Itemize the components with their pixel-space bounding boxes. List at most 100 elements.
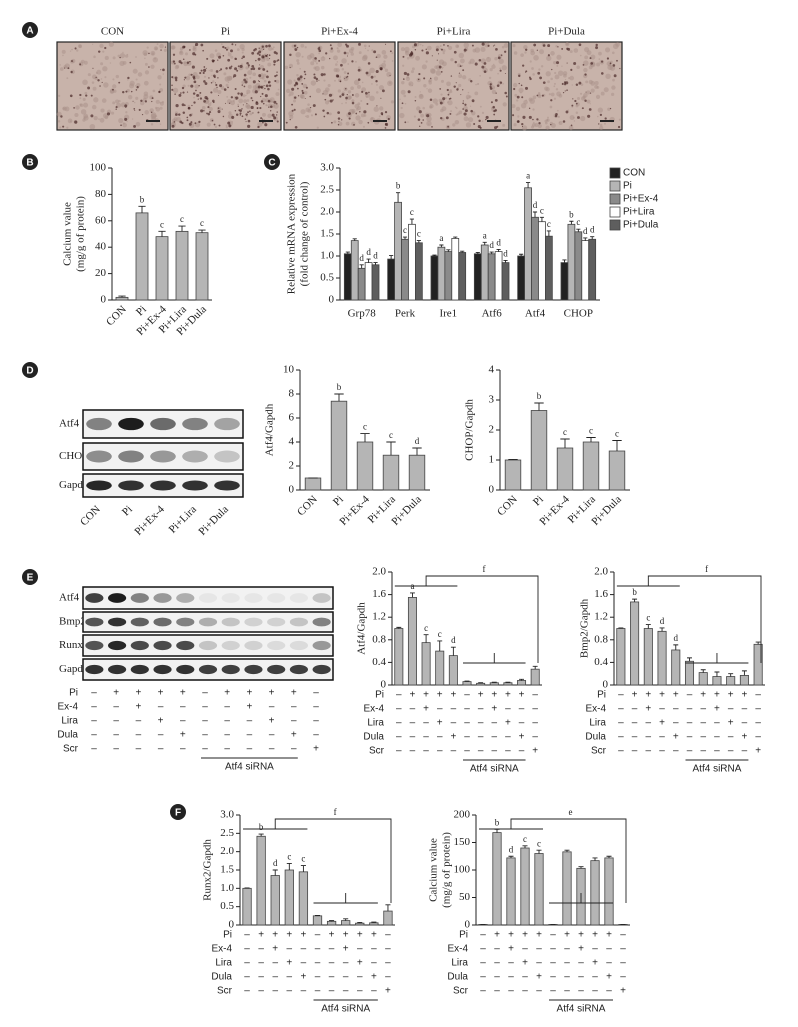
y-tick-label: 0: [603, 679, 609, 691]
texture: [537, 92, 541, 95]
stain-dot: [268, 106, 270, 108]
texture: [597, 115, 599, 118]
texture: [401, 80, 405, 85]
treatment-sign: –: [550, 958, 556, 969]
texture: [203, 98, 210, 104]
bar: [616, 628, 626, 686]
texture: [182, 84, 186, 88]
texture: [442, 66, 444, 69]
error-bar: [334, 393, 344, 402]
stain-dot: [613, 74, 617, 78]
significance-letter: d: [660, 616, 665, 626]
blot-band: [221, 617, 240, 627]
texture: [179, 50, 183, 54]
stain-dot: [521, 96, 524, 99]
blot-band: [150, 417, 176, 431]
texture: [306, 114, 310, 119]
stain-dot: [414, 100, 417, 102]
texture: [549, 105, 553, 109]
stain-dot: [171, 84, 173, 87]
stain-dot: [324, 98, 327, 101]
texture: [172, 90, 175, 92]
texture: [400, 47, 405, 52]
texture: [220, 43, 223, 45]
treatment-sign: –: [646, 746, 652, 757]
texture: [556, 54, 562, 60]
stain-dot: [239, 114, 241, 116]
stain-dot: [239, 64, 243, 68]
texture: [520, 92, 522, 94]
texture: [432, 98, 438, 104]
y-axis-label: (mg/g of protein): [75, 196, 87, 272]
texture: [275, 92, 280, 97]
texture: [228, 51, 230, 54]
stain-dot: [242, 104, 244, 106]
stain-dot: [162, 68, 165, 72]
texture: [448, 45, 453, 50]
texture: [598, 58, 601, 60]
stain-dot: [164, 46, 167, 48]
texture: [590, 88, 595, 93]
significance-letter: d: [489, 240, 494, 250]
texture: [214, 49, 218, 52]
treatment-sign: –: [505, 732, 511, 743]
texture: [480, 46, 486, 52]
bar: [408, 454, 426, 491]
bar: [473, 253, 482, 301]
texture: [355, 115, 361, 121]
texture: [154, 57, 157, 60]
x-tick-label: Pi+Ex-4: [337, 493, 372, 528]
texture: [588, 79, 593, 85]
stain-dot: [295, 81, 298, 85]
texture: [386, 71, 392, 78]
stain-dot: [184, 76, 187, 79]
error-bar: [357, 921, 363, 924]
texture: [243, 111, 245, 113]
stain-dot: [521, 122, 524, 126]
treatment-sign: –: [755, 704, 761, 715]
blot-strip: [82, 634, 334, 657]
error-bar: [482, 241, 487, 245]
stain-dot: [477, 115, 480, 118]
treatment-sign: –: [687, 704, 693, 715]
texture: [594, 84, 599, 89]
texture: [481, 120, 484, 122]
texture: [529, 98, 535, 104]
stain-dot: [305, 86, 308, 89]
stain-dot: [64, 67, 66, 69]
bracket-label: e: [569, 807, 573, 817]
texture: [79, 97, 82, 100]
blot-band: [221, 640, 240, 651]
treatment-sign: +: [286, 958, 292, 969]
texture: [92, 86, 97, 91]
texture: [520, 53, 524, 57]
significance-letter: b: [632, 587, 637, 597]
stain-dot: [380, 97, 382, 99]
texture: [275, 79, 280, 84]
stain-dot: [215, 70, 219, 73]
treatment-sign: +: [300, 972, 306, 983]
treatment-sign: –: [451, 718, 457, 729]
error-bar: [412, 447, 422, 456]
texture: [144, 57, 146, 60]
texture: [554, 74, 560, 80]
stain-dot: [345, 88, 347, 90]
treatment-sign: –: [313, 716, 319, 727]
texture: [296, 73, 299, 77]
texture: [300, 109, 306, 115]
stain-dot: [175, 104, 179, 108]
stain-dot: [227, 86, 229, 89]
error-bar: [118, 295, 126, 298]
error-bar: [728, 673, 734, 677]
stain-dot: [494, 98, 498, 102]
stain-dot: [584, 99, 587, 102]
texture: [157, 75, 162, 80]
bar: [155, 236, 169, 301]
stain-dot: [222, 45, 225, 49]
texture: [289, 114, 294, 120]
stain-dot: [493, 113, 496, 116]
stain-dot: [375, 80, 378, 83]
treatment-sign: –: [494, 944, 500, 955]
stain-dot: [132, 100, 134, 102]
texture: [245, 94, 247, 97]
